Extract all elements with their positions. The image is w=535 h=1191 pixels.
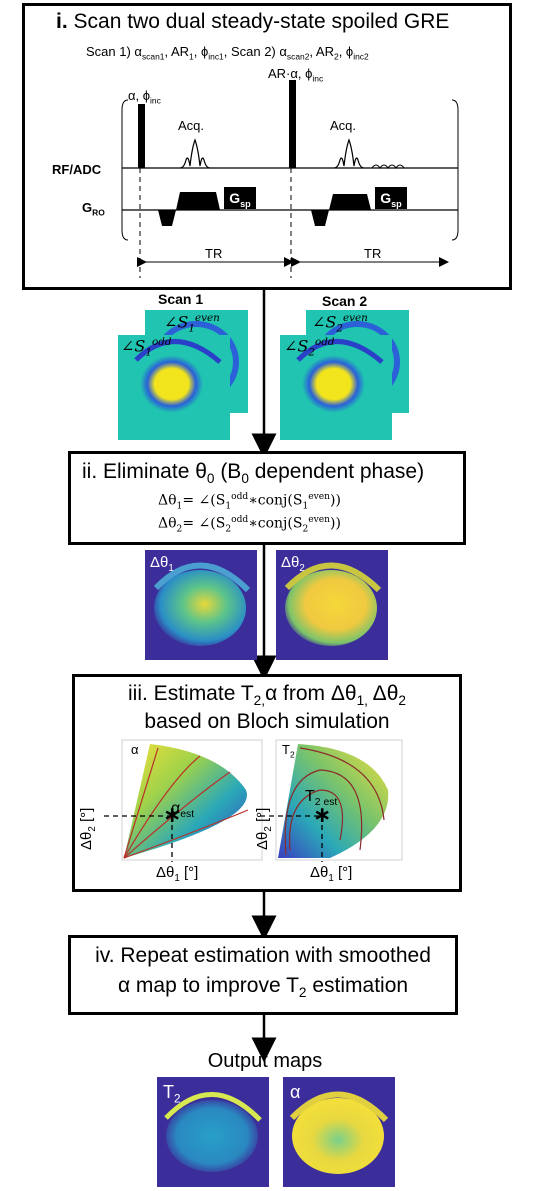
scan2-odd-brain [294, 344, 382, 424]
alpha-map-skull [289, 1091, 389, 1123]
alpha-map-brain [292, 1098, 384, 1174]
t2-map-label: T2 [163, 1082, 181, 1106]
plot2-contour-2 [284, 769, 363, 856]
gro-readout-2 [329, 194, 371, 210]
step1-title: i. Scan two dual steady-state spoiled GR… [56, 10, 450, 33]
delta-theta2-skull [284, 562, 382, 593]
step2-title: ii. Eliminate θ0 (B0 dependent phase) [82, 460, 425, 487]
plot1-xlabel: Δθ1 [°] [156, 864, 199, 884]
step4-line1: iv. Repeat estimation with smoothed [95, 944, 431, 967]
gro-prephase-1 [158, 210, 176, 226]
plot2-estimate-label: T2 est [305, 788, 338, 809]
delta-theta2-label: Δθ2 [281, 554, 305, 574]
gro-label: GRO [82, 200, 105, 218]
output-title: Output maps [207, 1050, 323, 1072]
step3-title-line1: iii. Estimate T2,α from Δθ1, Δθ2 [128, 682, 406, 709]
step1-scan-params: Scan 1) αscan1, AR1, ϕinc1, Scan 2) αsca… [86, 44, 369, 62]
s2-odd-label: ∠S2odd [284, 336, 335, 359]
delta-theta2-brain [285, 570, 377, 646]
plot2-contour-3 [299, 747, 385, 821]
acq-label-1: Acq. [178, 118, 205, 133]
t2-map-skull [164, 1092, 262, 1122]
plot2-corner-label: T2 [282, 742, 295, 760]
scan2-label: Scan 2 [322, 293, 368, 309]
step1-box [22, 3, 512, 290]
rf-pulse-1 [138, 104, 145, 168]
echo-2 [333, 138, 365, 169]
plot2-contour-1 [288, 789, 344, 851]
pulse1-label: α, ϕinc [128, 88, 161, 106]
t2-map-brain [166, 1100, 258, 1172]
rf-adc-label: RF/ADC [52, 162, 102, 177]
plot1-contour-1 [123, 747, 159, 859]
delta-theta1-brain [154, 570, 246, 646]
scan1-odd-brain [132, 344, 220, 424]
gsp-label-1: Gsp [224, 187, 256, 209]
right-bracket [451, 99, 459, 241]
plot1-contour-4 [123, 809, 249, 859]
step2-eq1: Δθ1= ∠(S1odd∗conj(S1even)) [158, 492, 341, 512]
step2-box [68, 451, 466, 545]
step3-title-line2: based on Bloch simulation [144, 710, 390, 733]
plot2-xlabel: Δθ1 [°] [310, 864, 353, 884]
delta-theta1-label: Δθ1 [150, 554, 174, 574]
s2-even-label: ∠S2even [312, 312, 368, 335]
echo-2-tail [371, 164, 405, 169]
step4-line2: α map to improve T2 estimation [117, 974, 409, 1001]
s1-even-label: ∠S1even [164, 312, 220, 335]
scan1-label: Scan 1 [158, 291, 204, 307]
plot2-marker: ∗ [313, 802, 332, 827]
pulse2-label: AR·α, ϕinc [268, 66, 324, 84]
gro-readout-1 [176, 192, 220, 210]
plot1-estimate-label: αest [171, 800, 195, 821]
plot1-region [124, 744, 247, 858]
step2-eq2: Δθ2= ∠(S2odd∗conj(S2even)) [158, 515, 341, 535]
plot1-marker: ∗ [163, 802, 182, 827]
echo-1 [179, 138, 211, 169]
plot1-contour-2 [123, 755, 201, 859]
acq-label-2: Acq. [330, 118, 357, 133]
rf-pulse-2 [289, 80, 296, 168]
plot1-corner-label: α [131, 742, 139, 757]
left-bracket [121, 99, 129, 241]
gro-prephase-2 [311, 210, 329, 226]
delta-theta1-skull [153, 562, 251, 593]
alpha-map-label: α [290, 1082, 301, 1102]
s1-odd-label: ∠S1odd [121, 336, 172, 359]
plot1-contour-3 [123, 771, 231, 859]
scan1-odd-skull [134, 339, 222, 364]
step4-box [68, 935, 458, 1015]
scan2-odd-skull [296, 339, 384, 364]
gsp-label-2: Gsp [375, 187, 407, 209]
